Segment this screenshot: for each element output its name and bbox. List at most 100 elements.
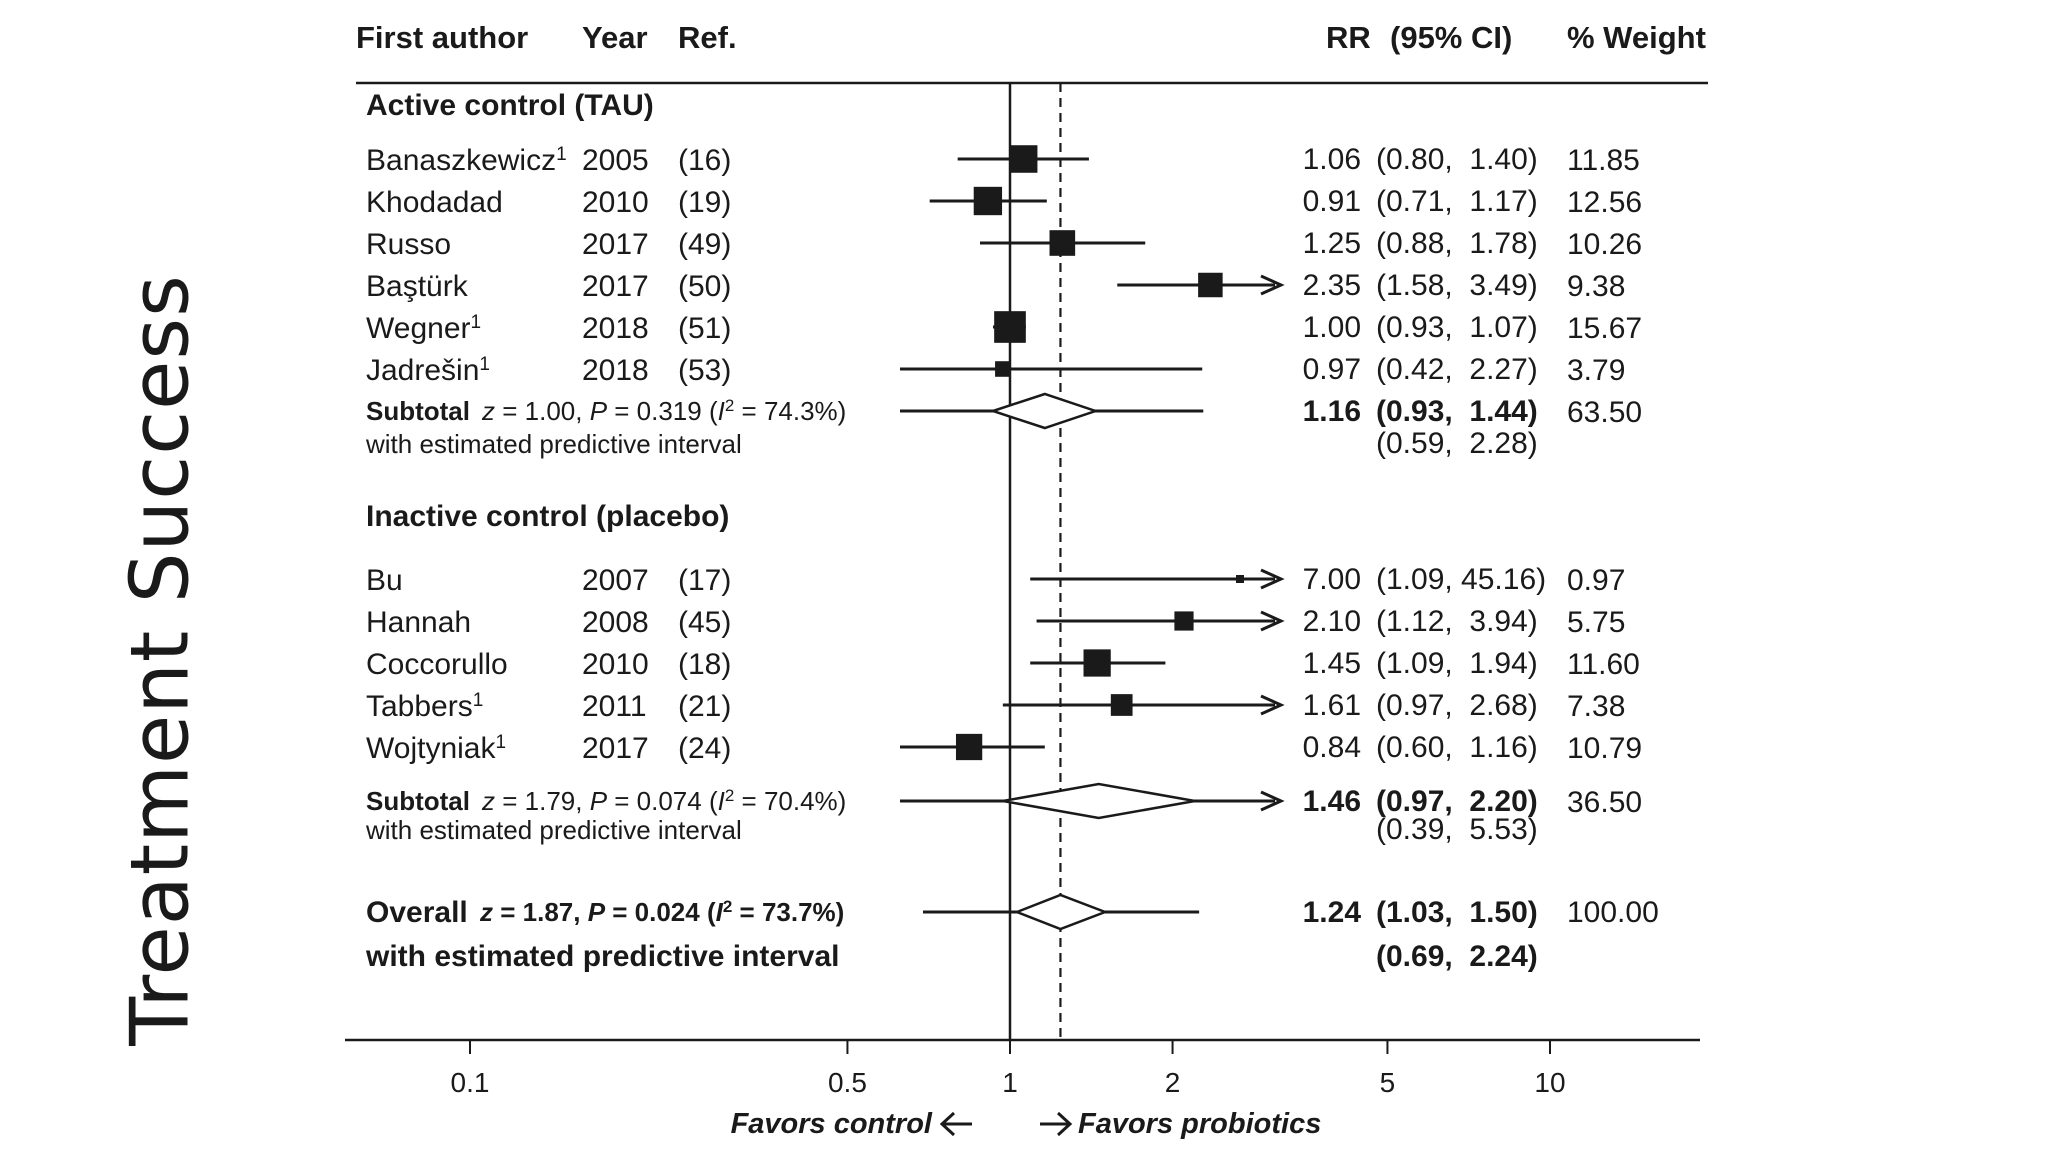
study-ci: (0.97, 2.68)	[1376, 689, 1538, 722]
study-author: Jadrešin1	[366, 354, 490, 388]
study-rr: 0.97	[1303, 353, 1361, 386]
group-label: Active control (TAU)	[366, 89, 654, 122]
ci-arrow-icon	[1260, 790, 1285, 812]
subtotal-ci: (0.93, 1.44)	[1376, 395, 1538, 428]
study-weight: 3.79	[1567, 354, 1625, 387]
study-rr: 0.91	[1303, 185, 1361, 218]
header-author: First author	[356, 20, 528, 55]
arrow-left-icon	[939, 1111, 972, 1137]
study-weight: 5.75	[1567, 606, 1625, 639]
favors-control-label: Favors control	[731, 1108, 933, 1140]
predictive-interval-label: with estimated predictive interval	[365, 815, 742, 845]
study-point-marker	[1174, 611, 1194, 631]
axis-tick-label: 0.1	[451, 1067, 490, 1098]
study-year: 2018	[582, 354, 649, 387]
study-point-marker	[1049, 230, 1076, 256]
favors-probiotics-label: Favors probiotics	[1078, 1108, 1321, 1140]
subtotal-diamond	[988, 392, 1100, 430]
header-year: Year	[582, 20, 648, 55]
overall-diamond	[1013, 893, 1109, 931]
study-author: Coccorullo	[366, 648, 508, 681]
study-author: Banaszkewicz1	[366, 144, 567, 178]
axis-tick-label: 0.5	[828, 1067, 867, 1098]
study-point-marker	[1009, 145, 1038, 173]
header-rr: RR	[1326, 20, 1371, 55]
study-ref: (53)	[678, 354, 731, 387]
axis-tick-label: 2	[1165, 1067, 1181, 1098]
subtotal-rr: 1.46	[1303, 785, 1361, 818]
study-point-marker	[955, 733, 983, 761]
study-weight: 9.38	[1567, 270, 1625, 303]
study-ci: (0.88, 1.78)	[1376, 227, 1538, 260]
study-rr: 0.84	[1303, 731, 1361, 764]
study-ci: (0.42, 2.27)	[1376, 353, 1538, 386]
study-rr: 1.00	[1303, 311, 1361, 344]
study-author: Wegner1	[366, 312, 481, 346]
study-point-marker	[1110, 694, 1133, 716]
study-author: Tabbers1	[366, 690, 483, 724]
study-author: Russo	[366, 228, 451, 261]
header-ref: Ref.	[678, 20, 737, 55]
subtotal-stats: z = 1.00, P = 0.319 (I2 = 74.3%)	[481, 396, 846, 427]
study-weight: 11.60	[1567, 648, 1640, 681]
study-year: 2010	[582, 186, 649, 219]
study-ci: (1.09, 45.16)	[1376, 563, 1546, 596]
subtotal-weight: 63.50	[1567, 396, 1642, 429]
overall-rr: 1.24	[1303, 896, 1362, 929]
study-ref: (16)	[678, 144, 731, 177]
ci-arrow-icon	[1260, 274, 1285, 296]
ci-arrow-icon	[1260, 568, 1285, 590]
subtotal-label: Subtotal	[366, 396, 470, 426]
study-year: 2010	[582, 648, 649, 681]
study-ref: (21)	[678, 690, 731, 723]
ci-arrow-icon	[1260, 610, 1285, 632]
study-author: Hannah	[366, 606, 471, 639]
axis-tick-label: 1	[1002, 1067, 1018, 1098]
subtotal-pi: (0.59, 2.28)	[1376, 427, 1538, 460]
subtotal-pi: (0.39, 5.53)	[1376, 813, 1538, 846]
study-year: 2018	[582, 312, 649, 345]
study-weight: 0.97	[1567, 564, 1625, 597]
study-year: 2017	[582, 270, 649, 303]
study-point-marker	[1236, 575, 1244, 583]
study-year: 2008	[582, 606, 649, 639]
subtotal-ci: (0.97, 2.20)	[1376, 785, 1538, 818]
subtotal-rr: 1.16	[1303, 395, 1361, 428]
study-ci: (0.71, 1.17)	[1376, 185, 1538, 218]
study-ref: (17)	[678, 564, 731, 597]
axis-tick-label: 10	[1534, 1067, 1565, 1098]
study-ref: (19)	[678, 186, 731, 219]
overall-pi-label: with estimated predictive interval	[365, 940, 839, 973]
study-year: 2011	[582, 690, 647, 723]
overall-stats: z = 1.87, P = 0.024 (I2 = 73.7%)	[479, 897, 844, 928]
overall-label: Overall	[366, 896, 468, 929]
subtotal-stats: z = 1.79, P = 0.074 (I2 = 70.4%)	[481, 786, 846, 817]
header-ci: (95% CI)	[1390, 20, 1512, 55]
study-year: 2007	[582, 564, 649, 597]
study-year: 2017	[582, 732, 649, 765]
study-rr: 2.35	[1303, 269, 1361, 302]
study-weight: 12.56	[1567, 186, 1642, 219]
study-rr: 7.00	[1303, 563, 1361, 596]
study-author: Bu	[366, 564, 403, 597]
study-ci: (1.12, 3.94)	[1376, 605, 1538, 638]
study-ci: (1.09, 1.94)	[1376, 647, 1538, 680]
study-ci: (0.93, 1.07)	[1376, 311, 1538, 344]
study-year: 2005	[582, 144, 649, 177]
subtotal-label: Subtotal	[366, 786, 470, 816]
overall-pi: (0.69, 2.24)	[1376, 940, 1538, 973]
study-weight: 15.67	[1567, 312, 1642, 345]
study-weight: 7.38	[1567, 690, 1625, 723]
study-point-marker	[1083, 649, 1111, 677]
study-year: 2017	[582, 228, 649, 261]
subtotal-weight: 36.50	[1567, 786, 1642, 819]
subtotal-diamond	[1002, 782, 1196, 820]
predictive-interval-label: with estimated predictive interval	[365, 429, 742, 459]
study-ci: (0.60, 1.16)	[1376, 731, 1538, 764]
study-rr: 1.06	[1303, 143, 1361, 176]
study-rr: 1.45	[1303, 647, 1361, 680]
study-ref: (18)	[678, 648, 731, 681]
study-ci: (0.80, 1.40)	[1376, 143, 1538, 176]
group-label: Inactive control (placebo)	[366, 500, 729, 533]
